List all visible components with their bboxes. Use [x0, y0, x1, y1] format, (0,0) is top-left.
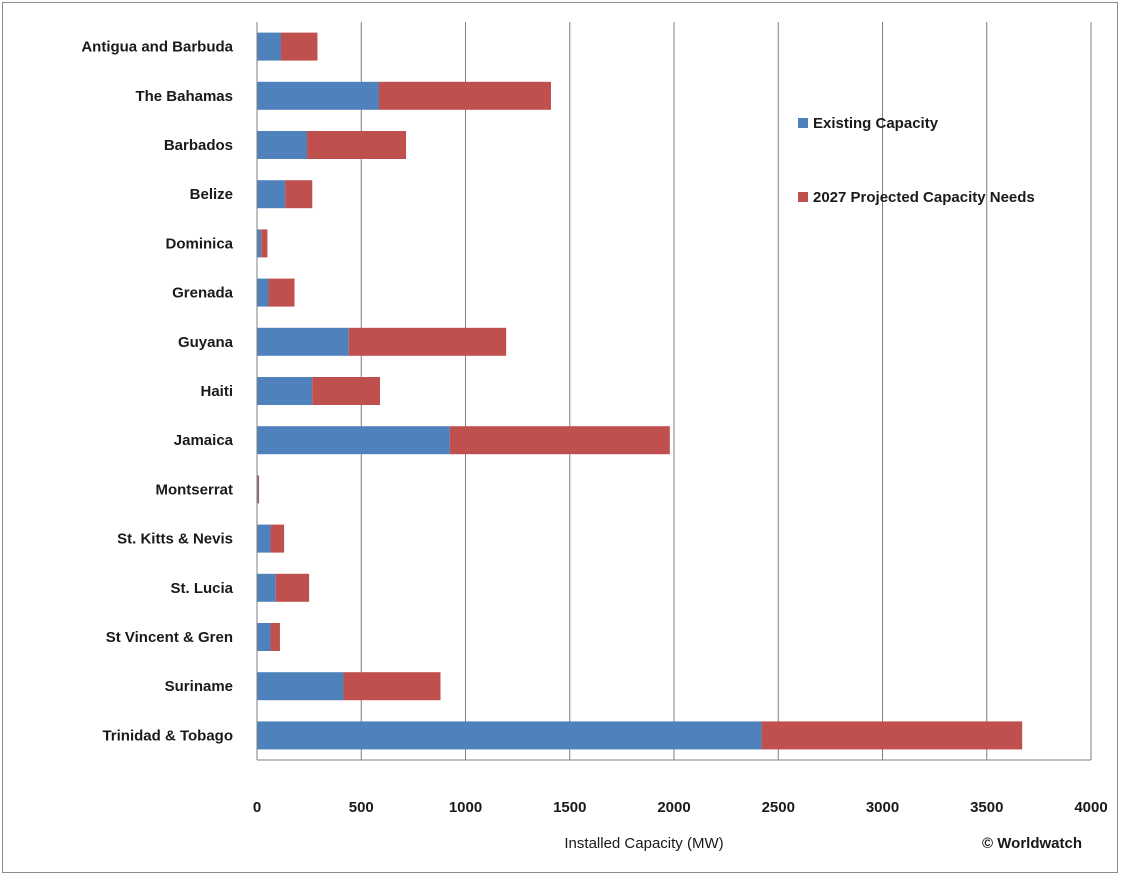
x-tick-2000: 2000	[657, 799, 690, 816]
bar-st-vincent-gren-existing-capacity	[257, 623, 271, 651]
category-label-the-bahamas: The Bahamas	[135, 88, 233, 105]
legend: Existing Capacity 2027 Projected Capacity…	[798, 115, 1035, 206]
category-label-montserrat: Montserrat	[155, 481, 233, 498]
x-tick-2500: 2500	[762, 799, 795, 816]
bar-the-bahamas-2027-projected-capacity-needs	[378, 81, 551, 110]
bar-haiti-2027-projected-capacity-needs	[312, 377, 381, 405]
bar-antigua-and-barbuda-2027-projected-capacity-needs	[280, 32, 318, 61]
bar-dominica-existing-capacity	[257, 229, 262, 258]
bar-antigua-and-barbuda-existing-capacity	[257, 32, 281, 61]
x-tick-1000: 1000	[449, 799, 482, 816]
category-label-antigua-and-barbuda: Antigua and Barbuda	[81, 39, 233, 56]
bar-belize-existing-capacity	[257, 180, 286, 209]
category-label-st-vincent-gren: St Vincent & Gren	[106, 629, 233, 646]
legend-swatch-existing-capacity	[798, 118, 808, 128]
bar-belize-2027-projected-capacity-needs	[285, 180, 313, 209]
bar-st-kitts-nevis-existing-capacity	[257, 524, 271, 553]
bar-dominica-2027-projected-capacity-needs	[261, 229, 268, 258]
bar-haiti-existing-capacity	[257, 377, 313, 405]
bar-st-kitts-nevis-2027-projected-capacity-needs	[270, 524, 285, 553]
category-label-jamaica: Jamaica	[174, 432, 234, 449]
x-tick-3000: 3000	[866, 799, 899, 816]
bar-grenada-existing-capacity	[257, 278, 269, 307]
bars	[257, 32, 1023, 750]
bar-montserrat-2027-projected-capacity-needs	[258, 475, 260, 504]
bar-st-vincent-gren-2027-projected-capacity-needs	[270, 623, 280, 651]
bar-st-lucia-2027-projected-capacity-needs	[275, 573, 310, 602]
category-label-belize: Belize	[190, 186, 233, 203]
x-tick-1500: 1500	[553, 799, 586, 816]
bar-jamaica-2027-projected-capacity-needs	[449, 426, 670, 455]
x-tick-500: 500	[349, 799, 374, 816]
category-labels: Antigua and Barbuda The Bahamas Barbados Be…	[81, 39, 233, 745]
axes	[256, 22, 1091, 761]
bar-jamaica-existing-capacity	[257, 426, 450, 455]
bar-guyana-existing-capacity	[257, 327, 349, 356]
category-label-barbados: Barbados	[164, 137, 233, 154]
category-label-dominica: Dominica	[165, 235, 233, 252]
gridlines	[360, 22, 1092, 760]
legend-label-2027-projected-capacity-needs: 2027 Projected Capacity Needs	[813, 189, 1035, 206]
x-tick-4000: 4000	[1074, 799, 1107, 816]
bar-suriname-existing-capacity	[257, 672, 344, 701]
bar-barbados-2027-projected-capacity-needs	[307, 131, 407, 159]
bar-suriname-2027-projected-capacity-needs	[343, 672, 441, 701]
bar-grenada-2027-projected-capacity-needs	[268, 278, 295, 307]
bar-barbados-existing-capacity	[257, 131, 308, 159]
x-tick-labels: 0 500 1000 1500 2000 2500 3000 3500 4000	[253, 799, 1108, 816]
category-label-suriname: Suriname	[165, 678, 233, 695]
category-label-guyana: Guyana	[178, 334, 234, 351]
x-tick-3500: 3500	[970, 799, 1003, 816]
bar-st-lucia-existing-capacity	[257, 573, 276, 602]
legend-swatch-2027-projected-capacity-needs	[798, 192, 808, 202]
legend-label-existing-capacity: Existing Capacity	[813, 115, 939, 132]
bar-trinidad-tobago-existing-capacity	[257, 721, 762, 750]
category-label-trinidad-tobago: Trinidad & Tobago	[102, 727, 233, 744]
category-label-grenada: Grenada	[172, 285, 234, 302]
category-label-haiti: Haiti	[200, 383, 233, 400]
category-label-st-lucia: St. Lucia	[170, 580, 233, 597]
x-axis-title: Installed Capacity (MW)	[564, 835, 723, 852]
bar-the-bahamas-existing-capacity	[257, 81, 379, 110]
x-tick-0: 0	[253, 799, 261, 816]
category-label-st-kitts-nevis: St. Kitts & Nevis	[117, 531, 233, 548]
bar-montserrat-existing-capacity	[257, 475, 259, 504]
bar-guyana-2027-projected-capacity-needs	[348, 327, 507, 356]
bar-trinidad-tobago-2027-projected-capacity-needs	[761, 721, 1023, 750]
credit-label: © Worldwatch	[982, 835, 1082, 852]
